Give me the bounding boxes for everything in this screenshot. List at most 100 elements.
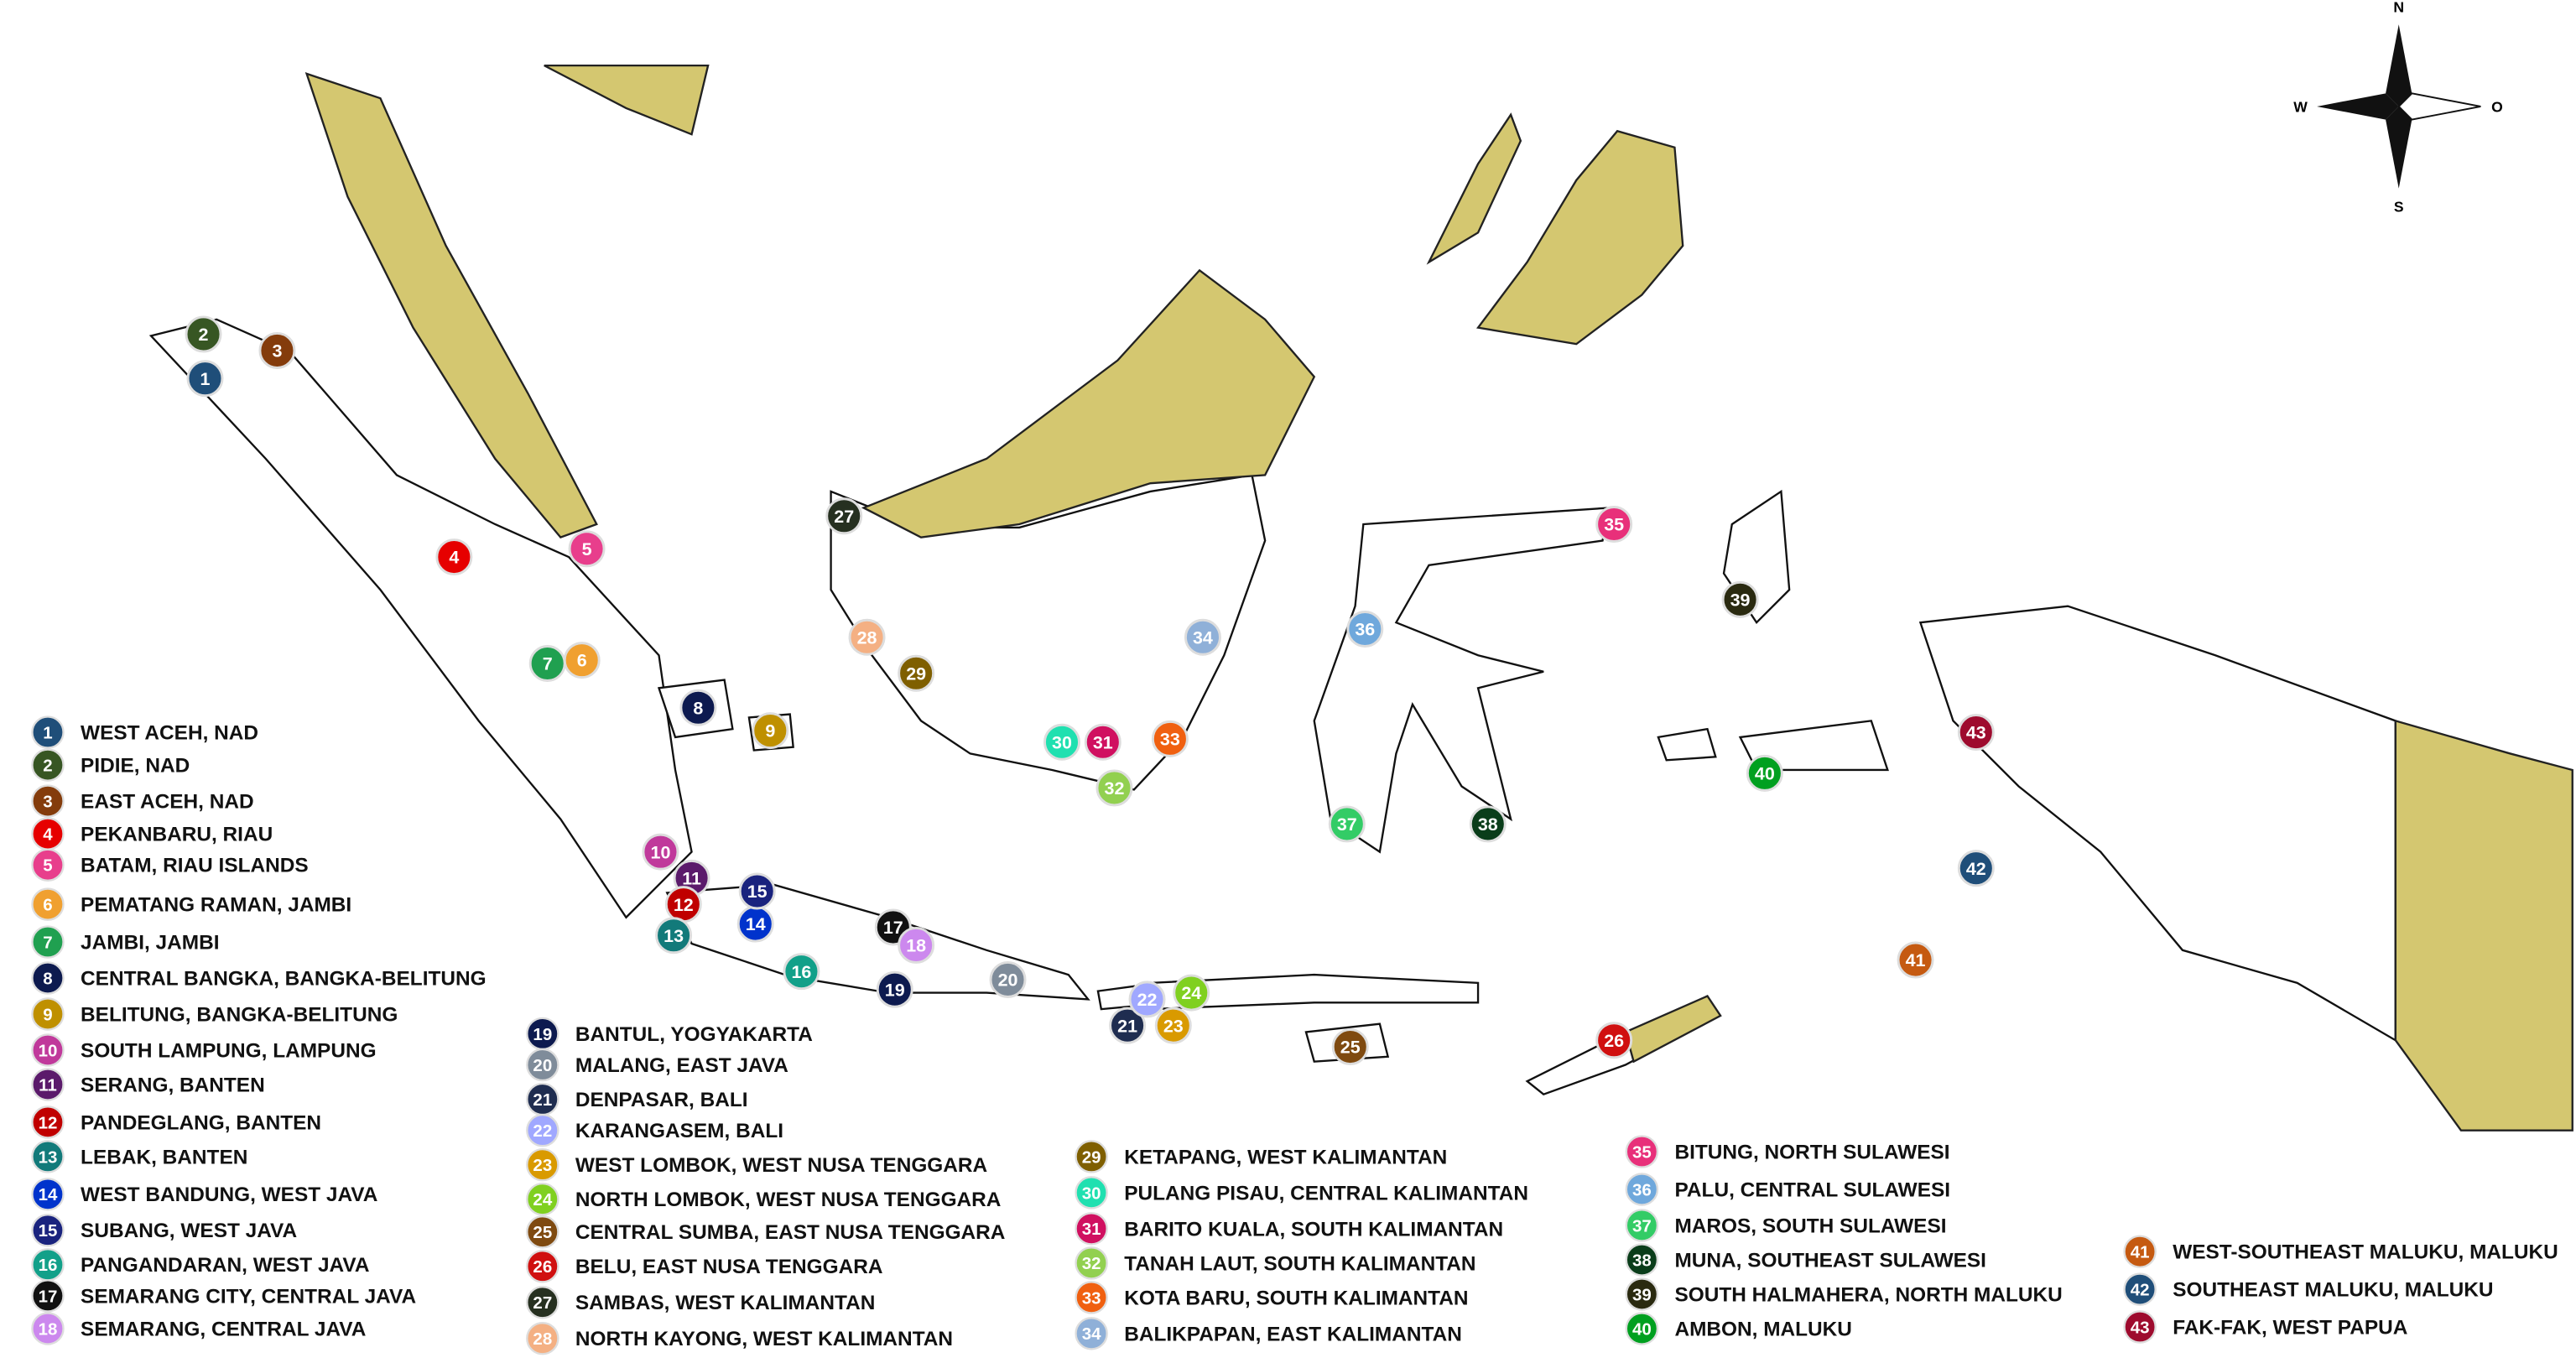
legend-marker [31,848,65,882]
legend-marker [526,1286,559,1319]
legend-marker [31,925,65,959]
legend-marker [31,1279,65,1313]
legend-marker [31,1140,65,1173]
legend-label: KARANGASEM, BALI [575,1120,783,1142]
legend-marker [31,887,65,921]
legend-marker [1625,1209,1659,1242]
map-marker-number: 37 [1337,814,1357,835]
compass-south: S [2394,199,2404,216]
legend-marker [2123,1272,2157,1306]
legend-label: MUNA, SOUTHEAST SULAWESI [1674,1249,1986,1272]
legend-marker [526,1250,559,1283]
map-marker-number: 26 [1604,1031,1624,1051]
legend-number: 40 [1632,1319,1652,1339]
map-marker-number: 3 [272,341,282,362]
map-marker-number: 23 [1163,1016,1184,1036]
legend-marker [1075,1140,1108,1173]
legend-number: 17 [39,1287,58,1306]
legend-number: 30 [1082,1184,1101,1203]
legend-label: WEST ACEH, NAD [81,721,258,744]
legend-label: NORTH LOMBOK, WEST NUSA TENGGARA [575,1189,1002,1211]
legend-number: 26 [533,1257,552,1277]
legend-label: LEBAK, BANTEN [81,1146,247,1168]
legend-label: SOUTHEAST MALUKU, MALUKU [2173,1279,2493,1302]
map-marker-number: 13 [664,926,684,946]
map-marker [1331,1028,1369,1066]
legend-marker [2123,1235,2157,1268]
legend-marker [526,1113,559,1147]
legend-marker [31,1214,65,1247]
legend-marker [31,1033,65,1067]
legend-number: 20 [533,1056,552,1075]
map-marker [528,645,566,682]
legend-marker [1075,1212,1108,1246]
legend-number: 28 [533,1329,552,1349]
map-marker-number: 21 [1117,1016,1137,1036]
legend-number: 10 [39,1041,58,1060]
legend-label: BATAM, RIAU ISLANDS [81,855,309,877]
legend-label: PEMATANG RAMAN, JAMBI [81,894,351,917]
map-marker [1095,769,1133,807]
legend-number: 41 [2131,1243,2150,1262]
legend-marker [1625,1243,1659,1277]
legend-number: 36 [1632,1180,1652,1199]
legend-label: BALIKPAPAN, EAST KALIMANTAN [1124,1323,1462,1345]
compass-west: W [2293,99,2308,116]
legend-marker [526,1048,559,1082]
map-marker-number: 8 [693,698,703,718]
legend-marker [1625,1173,1659,1206]
map-marker [642,833,679,871]
map-marker [825,497,863,535]
map-marker [1469,805,1507,843]
map-marker-number: 19 [885,980,905,1000]
legend-marker [1075,1176,1108,1210]
legend-label: PANGANDARAN, WEST JAVA [81,1254,369,1277]
legend-number: 42 [2131,1280,2150,1299]
legend-label: BELU, EAST NUSA TENGGARA [575,1256,883,1278]
legend-number: 1 [43,723,52,742]
legend-number: 35 [1632,1142,1652,1162]
map-marker [1897,941,1934,979]
legend-label: PANDEGLANG, BANTEN [81,1111,321,1134]
legend-label: BANTUL, YOGYAKARTA [575,1023,813,1046]
legend-number: 19 [533,1025,552,1044]
legend-label: SERANG, BANTEN [81,1074,265,1096]
legend-label: SOUTH LAMPUNG, LAMPUNG [81,1039,377,1062]
legend-number: 15 [39,1221,58,1241]
landmass [148,64,2573,1131]
legend-number: 8 [43,969,52,988]
map-marker [1154,1007,1192,1044]
legend-number: 31 [1082,1220,1101,1239]
legend-marker [31,1105,65,1139]
legend-number: 6 [43,896,52,915]
legend-number: 18 [39,1319,58,1339]
legend-label: TANAH LAUT, SOUTH KALIMANTAN [1124,1252,1475,1275]
legend-label: WEST BANDUNG, WEST JAVA [81,1184,377,1206]
map-marker [1173,974,1210,1012]
map-marker-number: 16 [791,962,811,982]
map-marker [989,960,1027,998]
legend-marker [1075,1246,1108,1280]
legend-label: PALU, CENTRAL SULAWESI [1674,1178,1950,1201]
compass-east: O [2491,99,2503,116]
legend-marker [526,1182,559,1216]
legend-label: PIDIE, NAD [81,755,190,778]
map-marker-number: 9 [765,721,775,741]
legend-marker [1625,1277,1659,1311]
map-marker-number: 14 [746,914,766,934]
legend-label: SAMBAS, WEST KALIMANTAN [575,1292,875,1314]
legend-label: KETAPANG, WEST KALIMANTAN [1124,1146,1447,1168]
legend-label: NORTH KAYONG, WEST KALIMANTAN [575,1328,953,1350]
legend-number: 38 [1632,1251,1652,1270]
map-marker-number: 1 [200,369,211,389]
map-marker-number: 5 [582,539,592,559]
legend-number: 14 [39,1185,58,1204]
legend-label: JAMBI, JAMBI [81,931,219,954]
legend-number: 16 [39,1256,58,1275]
map-marker-number: 34 [1193,627,1213,648]
map-marker-number: 33 [1160,729,1180,749]
map-marker-number: 7 [543,654,553,674]
legend-label: WEST LOMBOK, WEST NUSA TENGGARA [575,1154,987,1177]
legend-number: 24 [533,1190,552,1210]
map-marker [1084,723,1121,761]
